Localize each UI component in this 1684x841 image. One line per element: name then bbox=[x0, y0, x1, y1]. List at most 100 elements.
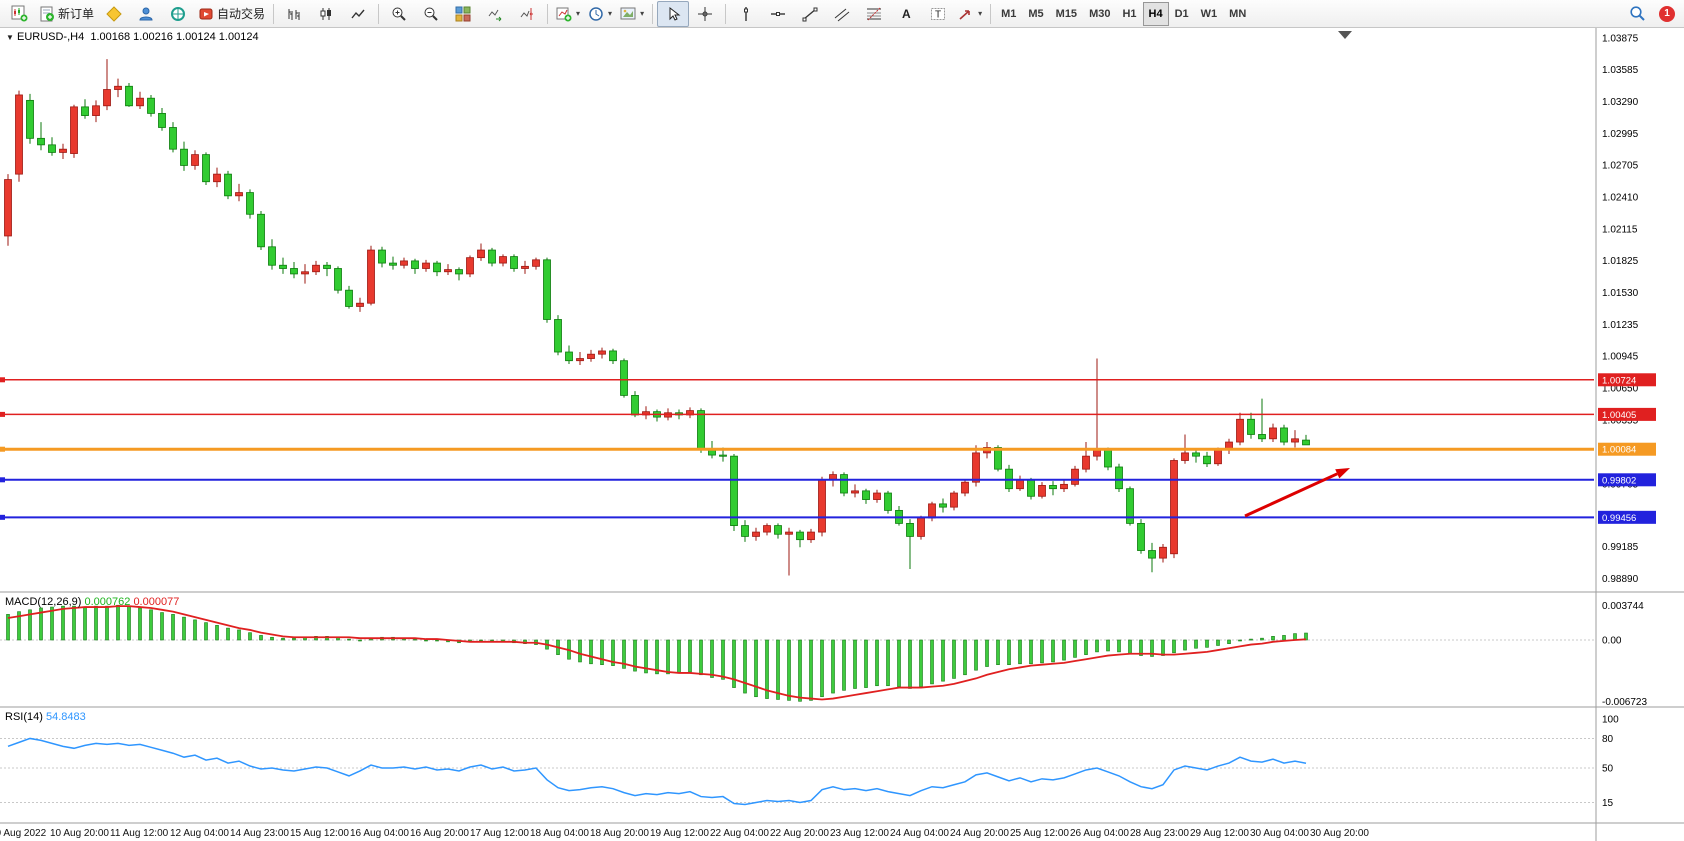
chevron-down-icon: ▾ bbox=[576, 9, 581, 18]
candle-body bbox=[290, 268, 298, 275]
macd-histogram-bar bbox=[248, 632, 252, 641]
macd-histogram-bar bbox=[1106, 639, 1110, 652]
rsi-axis-label: 15 bbox=[1602, 798, 1614, 809]
rsi-line bbox=[7, 737, 1307, 806]
trend-arrow-head[interactable] bbox=[1335, 468, 1350, 479]
macd-histogram-bar bbox=[1084, 639, 1088, 655]
timeframe-button-MN[interactable]: MN bbox=[1229, 7, 1247, 20]
candle-body bbox=[939, 503, 947, 508]
candle-body bbox=[246, 192, 254, 215]
shapes-button[interactable]: ▾ bbox=[954, 1, 986, 27]
timeframe-button-M30[interactable]: M30 bbox=[1089, 7, 1111, 20]
date-axis-label: 22 Aug 04:00 bbox=[710, 828, 769, 839]
candle-body bbox=[1016, 479, 1024, 490]
new-order-icon bbox=[40, 6, 54, 21]
timeframe-button-H4[interactable]: H4 bbox=[1142, 1, 1169, 26]
level-line-anchor[interactable] bbox=[0, 514, 5, 520]
channel-button[interactable] bbox=[826, 1, 858, 27]
candle-body bbox=[367, 249, 375, 304]
candle-body bbox=[92, 105, 100, 116]
macd-histogram-bar bbox=[1128, 639, 1132, 655]
timeframe-button-D1[interactable]: D1 bbox=[1174, 7, 1189, 20]
level-line-anchor[interactable] bbox=[0, 411, 5, 417]
date-axis-label: 22 Aug 20:00 bbox=[770, 828, 829, 839]
candle-body bbox=[796, 531, 804, 541]
chart-stage: 1.03875 1.03585 1.03290 1.02995 1.02705 1.024… bbox=[0, 28, 1684, 841]
line-chart-icon bbox=[351, 9, 365, 18]
macd-histogram-bar bbox=[963, 639, 967, 676]
new-chart-button[interactable] bbox=[3, 1, 35, 27]
timeframe-button-H1[interactable]: H1 bbox=[1122, 7, 1137, 20]
tile-windows-button[interactable] bbox=[447, 1, 479, 27]
level-line-anchor[interactable] bbox=[0, 477, 5, 483]
favorites-button[interactable] bbox=[98, 1, 130, 27]
new-order-button[interactable]: 新订单 bbox=[35, 1, 98, 27]
date-axis-label: 24 Aug 04:00 bbox=[890, 828, 949, 839]
candle-body bbox=[521, 265, 529, 269]
cursor-button[interactable] bbox=[657, 0, 690, 27]
chart-area[interactable]: 1.03875 1.03585 1.03290 1.02995 1.02705 1.024… bbox=[0, 28, 1684, 841]
price-axis-label: 1.03585 bbox=[1602, 65, 1639, 76]
chart-shift-marker[interactable] bbox=[1338, 31, 1352, 39]
trend-arrow[interactable] bbox=[1244, 472, 1338, 518]
line-chart-button[interactable] bbox=[342, 1, 374, 27]
timeframe-button-M5[interactable]: M5 bbox=[1028, 7, 1044, 20]
algo-trading-button[interactable]: 自动交易 bbox=[194, 1, 269, 27]
macd-histogram-bar bbox=[655, 639, 659, 675]
text-button[interactable]: A bbox=[890, 1, 922, 27]
timeframe-button-W1[interactable]: W1 bbox=[1200, 7, 1218, 20]
horizontal-line-button[interactable] bbox=[762, 1, 794, 27]
label-button[interactable]: T bbox=[922, 1, 954, 27]
macd-histogram-bar bbox=[930, 639, 934, 685]
level-line-anchor[interactable] bbox=[0, 446, 5, 452]
date-axis-label: 26 Aug 04:00 bbox=[1070, 828, 1129, 839]
candle-body bbox=[422, 262, 430, 269]
macd-histogram-bar bbox=[413, 638, 417, 641]
macd-histogram-bar bbox=[743, 639, 747, 694]
market-watch-button[interactable] bbox=[162, 1, 194, 27]
one-click-trading-toggle[interactable]: ▼ bbox=[6, 33, 14, 42]
candle-body bbox=[1192, 452, 1200, 457]
candle-body bbox=[323, 264, 331, 269]
vertical-line-button[interactable] bbox=[730, 1, 762, 27]
macd-histogram-bar bbox=[578, 639, 582, 663]
macd-main-value: 0.000762 bbox=[84, 596, 131, 608]
template-icon bbox=[620, 7, 636, 19]
trendline-button[interactable] bbox=[794, 1, 826, 27]
macd-histogram-bar bbox=[39, 607, 43, 641]
crosshair-button[interactable] bbox=[689, 1, 721, 27]
text-icon: A bbox=[902, 7, 911, 21]
level-price-tag bbox=[1598, 407, 1656, 421]
candle-body bbox=[1027, 479, 1035, 497]
date-axis-label: 10 Aug 20:00 bbox=[50, 828, 109, 839]
date-axis-label: 12 Aug 04:00 bbox=[170, 828, 229, 839]
notification-badge[interactable]: 1 bbox=[1659, 5, 1675, 22]
date-axis-label: 16 Aug 20:00 bbox=[410, 828, 469, 839]
candlestick-button[interactable] bbox=[310, 1, 342, 27]
candle-body bbox=[697, 410, 705, 451]
chart-shift-button[interactable] bbox=[511, 1, 543, 27]
community-button[interactable] bbox=[130, 1, 162, 27]
candle-body bbox=[576, 358, 584, 362]
level-line-anchor[interactable] bbox=[0, 377, 5, 383]
timeframe-button-M1[interactable]: M1 bbox=[1001, 7, 1017, 20]
macd-histogram-bar bbox=[61, 605, 65, 641]
indicators-button[interactable]: ▾ bbox=[552, 1, 584, 27]
price-axis-label: 1.02115 bbox=[1602, 224, 1638, 235]
bar-chart-button[interactable] bbox=[278, 1, 310, 27]
candle-body bbox=[807, 531, 815, 541]
macd-histogram-bar bbox=[875, 639, 879, 687]
candle-body bbox=[752, 531, 760, 537]
candle-body bbox=[1203, 455, 1211, 465]
level-price-tag-text: 0.99456 bbox=[1602, 513, 1636, 524]
templates-button[interactable]: ▾ bbox=[616, 1, 648, 27]
fibonacci-button[interactable] bbox=[858, 1, 890, 27]
auto-scroll-button[interactable] bbox=[479, 1, 511, 27]
candle-body bbox=[1236, 418, 1244, 443]
search-button[interactable] bbox=[1621, 1, 1653, 27]
periods-button[interactable]: ▾ bbox=[584, 1, 616, 27]
zoom-in-button[interactable] bbox=[383, 1, 415, 27]
candle-body bbox=[1148, 550, 1156, 559]
timeframe-button-M15[interactable]: M15 bbox=[1055, 7, 1078, 20]
zoom-out-button[interactable] bbox=[415, 1, 447, 27]
